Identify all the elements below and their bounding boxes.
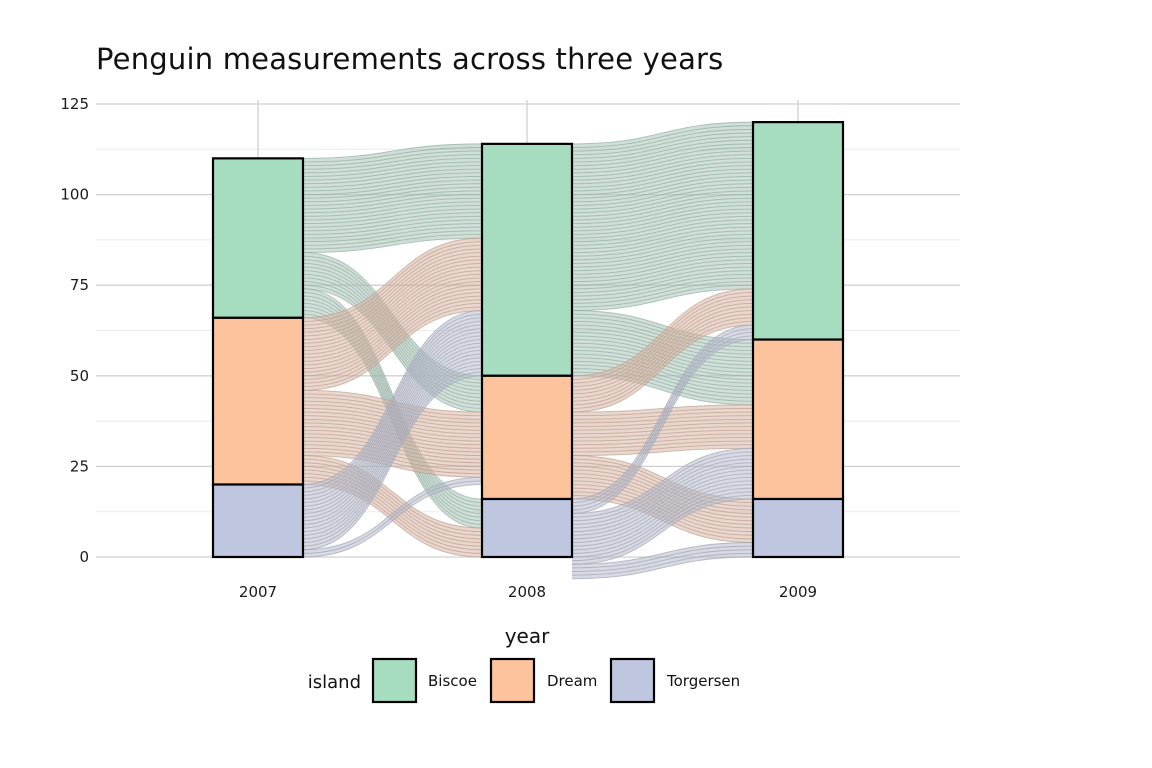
- flow-band: [302, 476, 483, 558]
- legend-label: Biscoe: [428, 672, 477, 690]
- bar-segment-biscoe: [751, 121, 845, 341]
- bar-segment-dream: [751, 338, 845, 501]
- flow-band: [571, 447, 754, 565]
- flow-band: [302, 237, 483, 391]
- flow-layer: [302, 121, 754, 580]
- legend-title: island: [308, 672, 361, 693]
- flow-band: [571, 288, 754, 413]
- flow-band: [302, 143, 483, 254]
- flow-band: [571, 404, 754, 456]
- bar-segment-torgersen: [211, 483, 305, 559]
- x-tick-label: 2008: [508, 583, 546, 601]
- flow-band: [571, 121, 754, 312]
- flow-band: [302, 310, 483, 551]
- bar-segment-torgersen: [480, 497, 574, 559]
- legend-label: Torgersen: [666, 672, 740, 690]
- legend: island Biscoe Dream Torgersen: [308, 657, 740, 704]
- x-tick-label: 2009: [779, 583, 817, 601]
- bar-segment-dream: [211, 316, 305, 486]
- bar-layer: [211, 121, 845, 559]
- chart-title: Penguin measurements across three years: [96, 42, 724, 76]
- y-tick-label: 100: [60, 186, 89, 204]
- legend-key-torgersen: [609, 657, 656, 704]
- bar-segment-torgersen: [751, 497, 845, 559]
- x-tick-label: 2007: [239, 583, 277, 601]
- bar-segment-biscoe: [211, 157, 305, 319]
- legend-key-dream: [489, 657, 536, 704]
- flow-band: [571, 324, 754, 514]
- y-tick-label: 75: [70, 276, 89, 294]
- bar-segment-biscoe: [480, 142, 574, 377]
- bar-segment-dream: [480, 374, 574, 501]
- legend-label: Dream: [547, 672, 597, 690]
- y-tick-label: 25: [70, 457, 89, 475]
- legend-key-biscoe: [371, 657, 418, 704]
- y-tick-label: 125: [60, 95, 89, 113]
- flow-band: [571, 542, 754, 580]
- axis-layer: 0 25 50 75 100 125 2007 2008 2009: [60, 95, 817, 601]
- y-tick-label: 50: [70, 367, 89, 385]
- x-axis-title: year: [505, 624, 550, 648]
- y-tick-label: 0: [79, 548, 89, 566]
